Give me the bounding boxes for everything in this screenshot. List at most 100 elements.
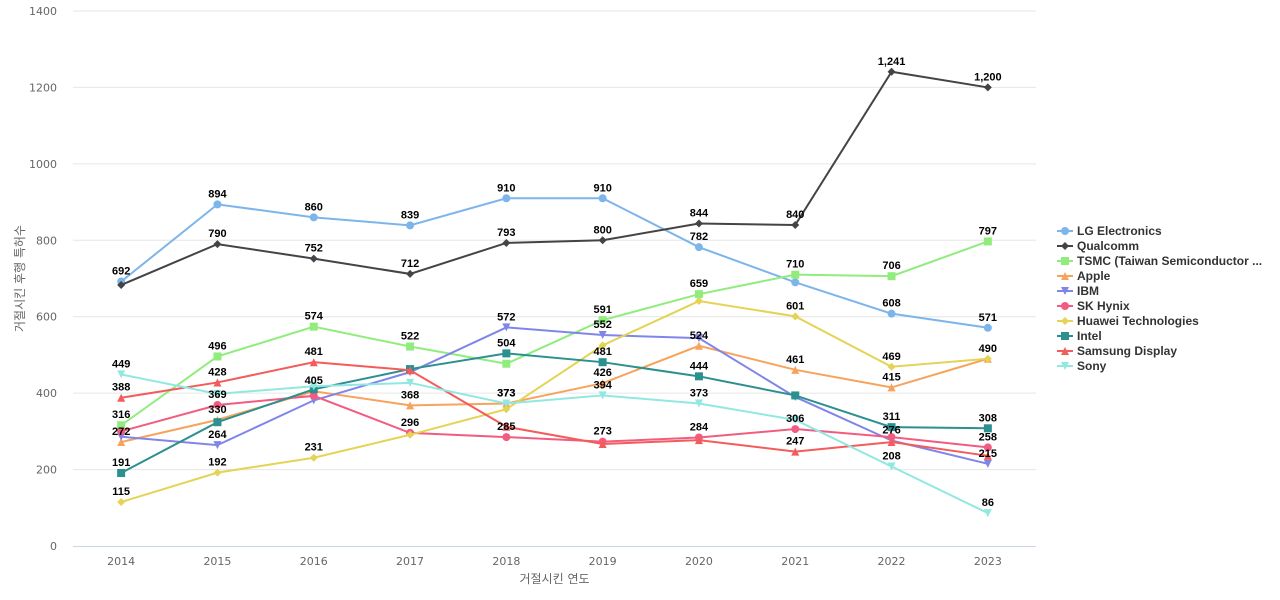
legend-symbol[interactable] — [1061, 227, 1069, 235]
data-point[interactable] — [213, 389, 222, 398]
data-point[interactable] — [983, 354, 992, 363]
data-point[interactable] — [406, 221, 415, 230]
legend-item[interactable]: Intel — [1057, 329, 1102, 343]
data-point[interactable] — [117, 421, 126, 430]
data-point[interactable] — [598, 316, 607, 325]
data-point[interactable] — [117, 427, 126, 436]
data-point[interactable] — [598, 331, 607, 340]
data-point[interactable] — [502, 194, 511, 203]
data-point[interactable] — [598, 341, 607, 350]
legend-symbol[interactable] — [1061, 302, 1069, 310]
data-point[interactable] — [791, 270, 800, 279]
data-point[interactable] — [117, 438, 126, 447]
data-point[interactable] — [983, 509, 992, 518]
data-point[interactable] — [406, 366, 415, 375]
data-point[interactable] — [791, 415, 800, 424]
data-point[interactable] — [117, 498, 126, 507]
data-point[interactable] — [502, 238, 511, 247]
data-point[interactable] — [213, 240, 222, 249]
data-point[interactable] — [117, 393, 126, 402]
data-point[interactable] — [309, 358, 318, 367]
data-point[interactable] — [309, 391, 318, 400]
legend-symbol[interactable] — [1061, 332, 1069, 340]
data-point[interactable] — [791, 221, 800, 229]
data-point[interactable] — [694, 372, 703, 381]
legend-item[interactable]: IBM — [1057, 284, 1099, 298]
data-point[interactable] — [983, 459, 992, 468]
data-point[interactable] — [117, 280, 126, 289]
data-point[interactable] — [983, 237, 992, 246]
data-point[interactable] — [983, 451, 992, 460]
data-point[interactable] — [213, 200, 222, 209]
data-point[interactable] — [213, 441, 222, 450]
data-point[interactable] — [309, 322, 318, 331]
data-point[interactable] — [887, 67, 896, 76]
data-point[interactable] — [694, 334, 703, 343]
legend-item[interactable]: LG Electronics — [1057, 224, 1162, 238]
data-point[interactable] — [983, 443, 992, 452]
data-point[interactable] — [117, 469, 126, 478]
data-point[interactable] — [502, 349, 511, 358]
legend-symbol[interactable] — [1061, 317, 1069, 325]
data-point[interactable] — [887, 462, 896, 471]
data-point[interactable] — [887, 423, 896, 432]
data-point[interactable] — [598, 358, 607, 367]
data-point[interactable] — [502, 359, 511, 368]
data-point[interactable] — [791, 365, 800, 374]
data-point[interactable] — [406, 378, 415, 387]
data-point[interactable] — [791, 391, 800, 400]
data-point[interactable] — [406, 401, 415, 410]
data-point[interactable] — [213, 352, 222, 361]
data-point[interactable] — [598, 439, 607, 448]
data-point[interactable] — [406, 342, 415, 351]
data-point[interactable] — [502, 422, 511, 431]
data-point[interactable] — [887, 362, 896, 371]
data-point[interactable] — [887, 433, 896, 442]
legend-item[interactable]: Qualcomm — [1057, 239, 1139, 253]
legend-item[interactable]: Sony — [1057, 359, 1107, 373]
data-point[interactable] — [598, 391, 607, 400]
data-point[interactable] — [213, 400, 222, 409]
data-point[interactable] — [983, 83, 992, 92]
data-point[interactable] — [694, 436, 703, 445]
data-point[interactable] — [791, 425, 800, 434]
legend-symbol[interactable] — [1061, 287, 1069, 295]
legend-item[interactable]: SK Hynix — [1057, 299, 1130, 313]
data-point[interactable] — [887, 438, 896, 447]
data-point[interactable] — [694, 341, 703, 350]
data-point[interactable] — [213, 378, 222, 387]
data-point[interactable] — [983, 323, 992, 332]
legend-symbol[interactable] — [1061, 242, 1069, 250]
data-point[interactable] — [213, 468, 222, 477]
data-point[interactable] — [406, 430, 415, 439]
data-point[interactable] — [502, 433, 511, 442]
data-point[interactable] — [213, 418, 222, 427]
data-point[interactable] — [791, 447, 800, 456]
data-point[interactable] — [502, 405, 511, 414]
data-point[interactable] — [791, 278, 800, 287]
legend-symbol[interactable] — [1061, 272, 1069, 280]
data-point[interactable] — [694, 219, 703, 228]
data-point[interactable] — [502, 323, 511, 332]
data-point[interactable] — [887, 309, 896, 318]
legend-item[interactable]: TSMC (Taiwan Semiconductor ... — [1057, 254, 1262, 268]
data-point[interactable] — [791, 312, 800, 321]
data-point[interactable] — [887, 272, 896, 281]
data-point[interactable] — [598, 194, 607, 203]
data-point[interactable] — [117, 370, 126, 379]
data-point[interactable] — [694, 243, 703, 252]
data-point[interactable] — [694, 399, 703, 408]
data-point[interactable] — [309, 254, 318, 263]
data-point[interactable] — [309, 213, 318, 222]
data-point[interactable] — [598, 379, 607, 388]
data-point[interactable] — [309, 453, 318, 462]
data-point[interactable] — [694, 297, 703, 306]
data-point[interactable] — [983, 424, 992, 433]
legend-item[interactable]: Huawei Technologies — [1057, 314, 1199, 328]
data-point[interactable] — [694, 290, 703, 299]
data-point[interactable] — [406, 269, 415, 278]
legend-item[interactable]: Apple — [1057, 269, 1111, 283]
legend-symbol[interactable] — [1061, 362, 1069, 370]
legend-symbol[interactable] — [1061, 257, 1069, 265]
legend-symbol[interactable] — [1061, 347, 1069, 355]
